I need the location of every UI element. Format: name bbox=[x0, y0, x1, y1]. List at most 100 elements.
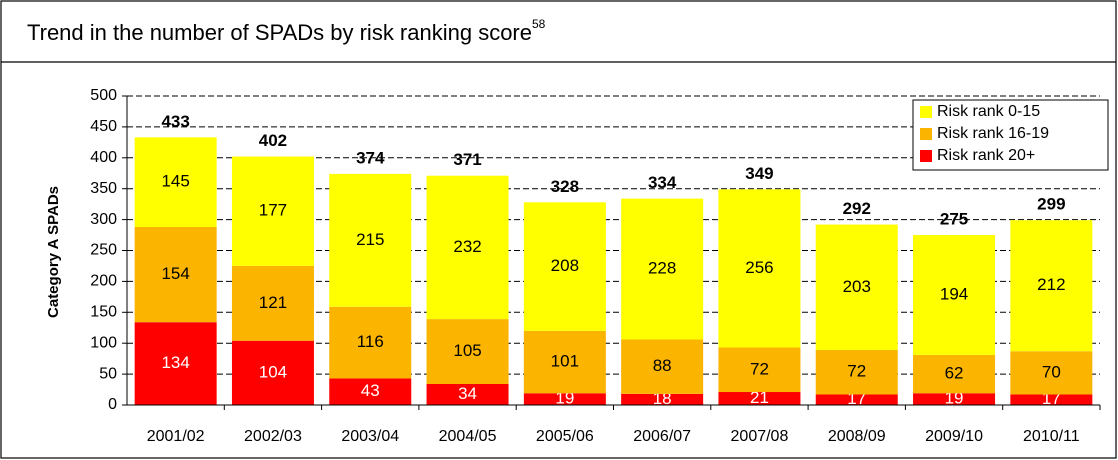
data-label: 21 bbox=[750, 388, 769, 407]
bar-segment bbox=[134, 137, 217, 228]
x-tick-label: 2004/05 bbox=[439, 428, 497, 445]
data-label: 203 bbox=[843, 277, 871, 296]
data-label: 62 bbox=[945, 364, 964, 383]
bar-segment bbox=[231, 265, 314, 341]
total-label: 275 bbox=[940, 210, 968, 229]
data-label: 208 bbox=[551, 256, 579, 275]
total-label: 374 bbox=[356, 148, 385, 167]
data-label: 105 bbox=[453, 341, 481, 360]
data-label: 121 bbox=[259, 293, 287, 312]
data-label: 232 bbox=[453, 237, 481, 256]
bar-segment bbox=[621, 393, 704, 405]
data-label: 34 bbox=[458, 384, 477, 403]
bar-segment bbox=[718, 189, 801, 348]
y-tick-label: 350 bbox=[90, 180, 117, 197]
bar-segment bbox=[815, 224, 898, 350]
x-tick-label: 2006/07 bbox=[633, 428, 691, 445]
legend-box bbox=[912, 99, 1109, 171]
title-text: Trend in the number of SPADs by risk ran… bbox=[27, 20, 532, 45]
y-tick-label: 150 bbox=[90, 304, 117, 321]
bar-segment bbox=[1010, 220, 1093, 352]
x-tick-label: 2009/10 bbox=[925, 428, 983, 445]
legend-label: Risk rank 0-15 bbox=[937, 103, 1040, 120]
bar-segment bbox=[329, 306, 412, 379]
data-label: 256 bbox=[745, 258, 773, 277]
bar-segment bbox=[913, 235, 996, 355]
total-label: 334 bbox=[648, 173, 677, 192]
total-label: 433 bbox=[161, 112, 189, 131]
bar-segment bbox=[231, 156, 314, 266]
data-label: 88 bbox=[653, 356, 672, 375]
legend-label: Risk rank 16-19 bbox=[937, 125, 1049, 142]
y-tick-label: 200 bbox=[90, 273, 117, 290]
bar-segment bbox=[523, 330, 606, 394]
bar-segment bbox=[1010, 394, 1093, 405]
data-label: 101 bbox=[551, 352, 579, 371]
x-tick-label: 2002/03 bbox=[244, 428, 302, 445]
y-tick-label: 500 bbox=[90, 87, 117, 104]
legend-swatch bbox=[920, 128, 932, 140]
bar-segment bbox=[523, 393, 606, 405]
y-tick-label: 250 bbox=[90, 242, 117, 259]
y-axis-label: Category A SPADs bbox=[45, 186, 62, 318]
x-tick-label: 2007/08 bbox=[731, 428, 789, 445]
total-label: 299 bbox=[1037, 195, 1065, 214]
x-tick-label: 2001/02 bbox=[147, 428, 205, 445]
bar-segment bbox=[426, 383, 509, 405]
y-tick-label: 0 bbox=[108, 396, 117, 413]
y-tick-label: 300 bbox=[90, 211, 117, 228]
bar-segment bbox=[523, 202, 606, 331]
total-label: 292 bbox=[843, 199, 871, 218]
bar-segment bbox=[815, 394, 898, 405]
y-tick-label: 50 bbox=[99, 365, 117, 382]
data-label: 104 bbox=[259, 362, 287, 381]
total-label: 349 bbox=[745, 164, 773, 183]
x-tick-label: 2010/11 bbox=[1023, 428, 1080, 445]
y-tick-label: 400 bbox=[90, 149, 117, 166]
data-label: 212 bbox=[1037, 275, 1065, 294]
data-label: 70 bbox=[1042, 362, 1061, 381]
legend-label: Risk rank 20+ bbox=[937, 147, 1035, 164]
data-label: 19 bbox=[945, 389, 964, 408]
total-label: 402 bbox=[259, 131, 287, 150]
bar-segment bbox=[426, 175, 509, 320]
y-tick-label: 100 bbox=[90, 334, 117, 351]
bar-segment bbox=[231, 340, 314, 405]
data-label: 215 bbox=[356, 230, 384, 249]
bar-segment bbox=[913, 354, 996, 394]
chart-title: Trend in the number of SPADs by risk ran… bbox=[27, 17, 546, 45]
x-tick-label: 2008/09 bbox=[828, 428, 886, 445]
y-tick-label: 450 bbox=[90, 118, 117, 135]
data-label: 154 bbox=[161, 264, 189, 283]
bar-segment bbox=[718, 347, 801, 393]
data-label: 19 bbox=[555, 389, 574, 408]
x-tick-label: 2005/06 bbox=[536, 428, 594, 445]
bar-segment bbox=[134, 227, 217, 323]
x-tick-label: 2003/04 bbox=[341, 428, 399, 445]
bar-segment bbox=[718, 392, 801, 405]
bar-segment bbox=[815, 349, 898, 395]
bar-segment bbox=[426, 319, 509, 384]
bar-segment bbox=[329, 378, 412, 405]
legend-swatch bbox=[920, 106, 932, 118]
bar-segment bbox=[621, 339, 704, 394]
data-label: 72 bbox=[750, 359, 769, 378]
bar-segment bbox=[329, 173, 412, 307]
total-label: 328 bbox=[551, 177, 579, 196]
data-label: 177 bbox=[259, 201, 287, 220]
total-label: 371 bbox=[453, 150, 481, 169]
data-label: 134 bbox=[161, 353, 189, 372]
data-label: 228 bbox=[648, 259, 676, 278]
data-label: 145 bbox=[161, 172, 189, 191]
title-superscript: 58 bbox=[532, 17, 546, 31]
data-label: 72 bbox=[847, 362, 866, 381]
bar-segment bbox=[913, 393, 996, 405]
bar-segment bbox=[621, 198, 704, 340]
bar-segment bbox=[134, 322, 217, 405]
data-label: 43 bbox=[361, 381, 380, 400]
bar-segment bbox=[1010, 351, 1093, 395]
data-label: 194 bbox=[940, 284, 968, 303]
legend-swatch bbox=[920, 150, 932, 162]
data-label: 116 bbox=[357, 332, 384, 351]
